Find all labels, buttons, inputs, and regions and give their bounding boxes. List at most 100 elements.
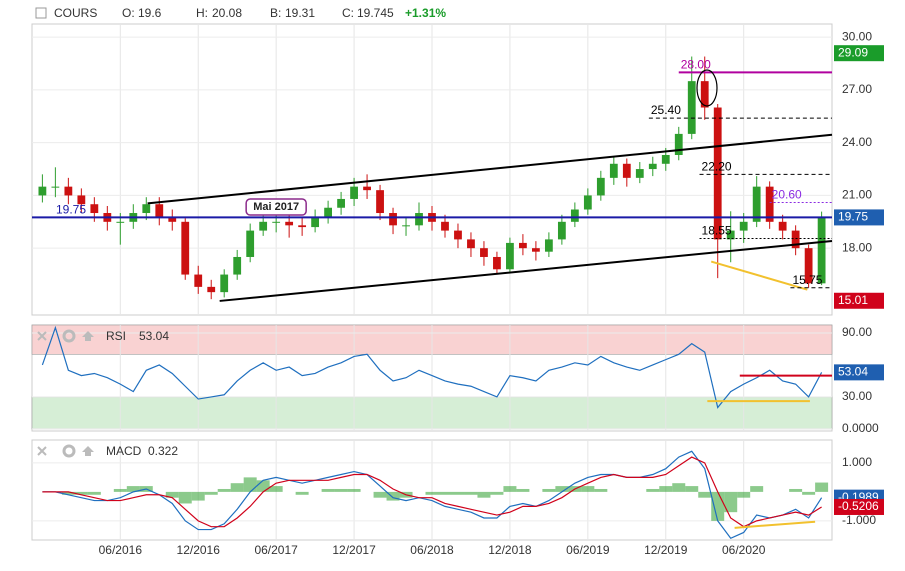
histogram-bar [113, 488, 127, 492]
histogram-bar [698, 491, 712, 498]
candle-body [441, 221, 449, 231]
candle-body [583, 195, 592, 210]
candle-body [337, 198, 345, 208]
field-label: O: [122, 6, 135, 20]
indicator-value: 0.322 [148, 444, 178, 458]
price-badge [834, 45, 884, 62]
histogram-bar [295, 491, 309, 495]
menu-icon[interactable] [35, 7, 47, 19]
candle-body [713, 107, 722, 240]
field-label: H: [196, 6, 208, 20]
level-label: 25.40 [651, 103, 681, 117]
trendline [147, 133, 833, 205]
field-value: 19.745 [357, 6, 394, 20]
candle-body [298, 225, 307, 228]
candle-body [519, 242, 527, 249]
histogram-bar [802, 491, 816, 495]
candle-body [90, 204, 99, 214]
histogram-bar [672, 483, 686, 492]
candle-body [402, 225, 410, 227]
y-tick-label: 27.00 [842, 82, 872, 96]
settings-icon[interactable] [62, 444, 76, 458]
y-tick-label: 21.00 [842, 188, 872, 202]
close-icon[interactable] [37, 446, 47, 456]
histogram-bar [737, 491, 751, 498]
trendline [219, 239, 833, 302]
price-badge [834, 209, 884, 226]
move-icon[interactable] [82, 446, 94, 456]
candle-body [609, 163, 618, 178]
histogram-bar [61, 491, 75, 495]
candle-body [752, 186, 761, 222]
trendline [734, 520, 816, 529]
histogram-bar [347, 488, 361, 492]
price-badge-label: 15.01 [838, 293, 868, 307]
histogram-bar [685, 486, 699, 492]
histogram-bar [334, 488, 348, 492]
candle-body [376, 190, 384, 214]
candle-body [480, 248, 488, 257]
histogram-bar [87, 491, 101, 495]
candle-body [77, 195, 86, 205]
y-tick-label: 1.000 [842, 455, 872, 469]
histogram-bar [269, 486, 283, 492]
histogram-bar [581, 486, 595, 492]
candle-body [739, 221, 748, 231]
x-tick-label: 06/2016 [99, 543, 143, 557]
candle-body [467, 239, 475, 249]
histogram-bar [542, 488, 556, 492]
candle-body [778, 221, 787, 231]
histogram-bar [659, 486, 673, 492]
histogram-bar [126, 486, 140, 492]
move-icon[interactable] [82, 331, 94, 341]
histogram-bar [646, 488, 660, 492]
series-line [41, 325, 823, 409]
candle-body [363, 186, 371, 191]
candle-body [168, 216, 177, 222]
candle-body [272, 221, 281, 223]
candle-body [246, 230, 255, 257]
candle-body [661, 154, 670, 164]
histogram-bar [711, 491, 725, 521]
histogram-bar [555, 486, 569, 492]
histogram-bar [373, 491, 387, 498]
annotation-box [245, 198, 307, 216]
level-label: 22.20 [702, 160, 732, 174]
close-icon[interactable] [37, 331, 47, 341]
price-badge-label: 19.75 [838, 210, 868, 224]
histogram-bar [451, 491, 465, 495]
histogram-bar [477, 491, 491, 498]
level-label: 20.60 [772, 188, 802, 202]
histogram-bar [438, 491, 452, 495]
x-tick-label: 12/2018 [488, 543, 532, 557]
level-label: 28.00 [681, 58, 711, 72]
candle-body [791, 230, 800, 249]
candle-body [817, 217, 826, 284]
histogram-bar [516, 488, 530, 492]
instrument-name: COURS [54, 6, 97, 20]
candle-body [596, 177, 605, 196]
candle-body [648, 163, 657, 170]
candle-body [142, 204, 151, 214]
series-line [42, 456, 822, 528]
y-tick-label: 18.00 [842, 240, 872, 254]
candle-body [116, 221, 125, 223]
x-tick-label: 12/2019 [644, 543, 688, 557]
histogram-bar [503, 486, 517, 492]
x-tick-label: 12/2017 [332, 543, 376, 557]
histogram-bar [204, 491, 218, 495]
price-badge [834, 364, 884, 381]
change: +1.31% [405, 6, 446, 20]
candle-body [181, 221, 190, 275]
histogram-bar [256, 480, 270, 492]
level-label: 18.55 [702, 224, 732, 238]
candle-body [324, 207, 332, 217]
histogram-bar [750, 486, 764, 492]
price-badge-label: 29.09 [838, 45, 868, 59]
candle-body [389, 213, 397, 226]
price-badge [834, 498, 884, 515]
field-value: 19.6 [138, 6, 162, 20]
settings-icon[interactable] [62, 329, 76, 343]
histogram-bar [789, 488, 803, 492]
y-tick-label: -1.000 [842, 513, 876, 527]
